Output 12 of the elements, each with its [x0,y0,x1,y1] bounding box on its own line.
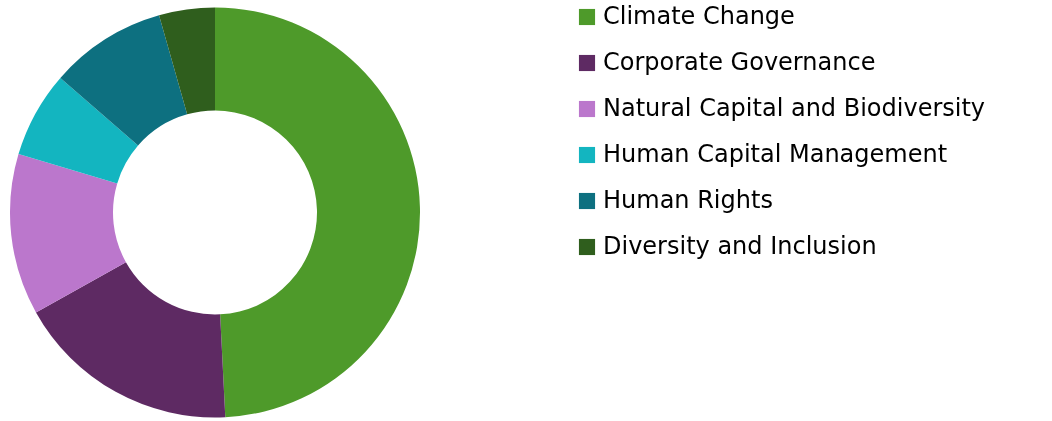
legend-label: Human Capital Management [603,140,948,168]
donut-slice [60,15,188,146]
legend-label: Corporate Governance [603,48,876,76]
donut-slice [159,7,215,115]
donut-slice [18,77,139,184]
legend-label: Diversity and Inclusion [603,232,877,260]
legend-label: Natural Capital and Biodiversity [603,94,986,122]
legend-label: Human Rights [603,186,773,214]
donut-slice [35,262,226,418]
donut-slice [10,154,126,313]
legend-label: Climate Change [603,2,795,30]
donut-slice [215,7,420,418]
